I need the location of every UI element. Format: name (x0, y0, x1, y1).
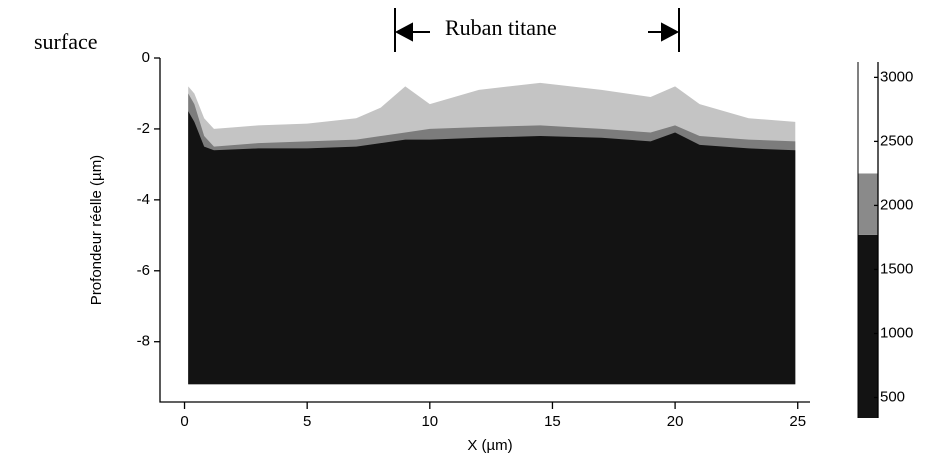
x-tick-label: 0 (180, 413, 188, 430)
x-tick-label: 20 (667, 413, 684, 430)
y-tick-label: -8 (137, 333, 150, 350)
x-axis-label: X (µm) (467, 437, 512, 454)
colorbar-tick-label: 2000 (880, 196, 913, 213)
y-tick-label: -6 (137, 262, 150, 279)
colorbar-tick-label: 500 (880, 388, 905, 405)
bracket (394, 8, 680, 52)
area-band (188, 111, 796, 385)
colorbar-segment (858, 234, 878, 418)
colorbar-tick-label: 1000 (880, 324, 913, 341)
x-tick-label: 5 (303, 413, 311, 430)
annotation: Ruban titane (445, 15, 557, 40)
colorbar-tick-label: 2500 (880, 132, 913, 149)
x-tick-label: 10 (421, 413, 438, 430)
axes (159, 58, 810, 403)
y-axis-label: Profondeur réelle (µm) (88, 155, 105, 305)
colorbar-segment (858, 62, 878, 174)
x-tick-label: 25 (789, 413, 806, 430)
colorbar-tick-label: 1500 (880, 260, 913, 277)
colorbar-segment (858, 173, 878, 235)
annotation: surface (34, 29, 98, 54)
colorbar-tick-label: 3000 (880, 68, 913, 85)
y-tick-label: -4 (137, 191, 150, 208)
y-tick-label: 0 (142, 49, 150, 66)
x-tick-label: 15 (544, 413, 561, 430)
y-tick-label: -2 (137, 120, 150, 137)
